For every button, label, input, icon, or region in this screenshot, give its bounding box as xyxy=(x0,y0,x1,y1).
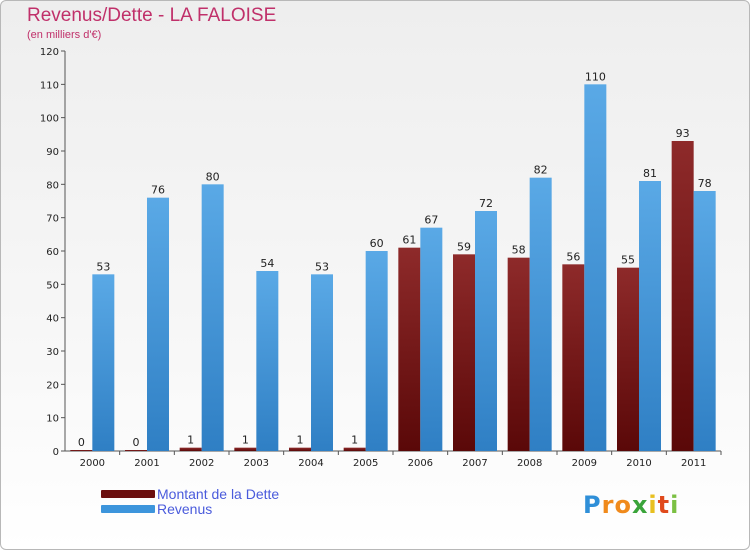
revenue-bar xyxy=(529,177,552,451)
y-tick-label: 0 xyxy=(53,447,59,458)
logo-letter: r xyxy=(601,491,615,519)
y-tick-label: 90 xyxy=(46,147,59,158)
debt-value-label: 0 xyxy=(78,436,85,449)
revenue-legend-label: Revenus xyxy=(157,501,213,517)
y-tick-label: 80 xyxy=(46,180,59,191)
revenue-bar xyxy=(693,191,716,451)
debt-bar xyxy=(234,447,257,451)
y-tick-label: 100 xyxy=(40,114,59,125)
debt-value-label: 58 xyxy=(512,244,526,257)
debt-value-label: 56 xyxy=(566,250,580,263)
revenue-bar xyxy=(311,274,333,451)
revenue-value-label: 67 xyxy=(424,214,438,227)
debt-bar xyxy=(617,267,639,451)
debt-value-label: 55 xyxy=(621,254,635,267)
x-tick-label: 2001 xyxy=(134,458,159,469)
x-tick-label: 2006 xyxy=(408,458,433,469)
y-tick-label: 60 xyxy=(46,247,59,258)
bars xyxy=(70,84,716,452)
debt-bar xyxy=(398,247,421,451)
revenue-bar xyxy=(256,271,279,451)
y-tick-label: 20 xyxy=(46,380,59,391)
logo-letter: x xyxy=(631,491,649,519)
proxiti-logo: Proxiti xyxy=(583,491,679,519)
debt-value-label: 1 xyxy=(242,434,249,447)
logo-letter: P xyxy=(583,491,602,519)
logo-letter: t xyxy=(657,491,671,519)
debt-bar xyxy=(125,450,147,451)
y-tick-label: 40 xyxy=(46,314,59,325)
revenue-swatch xyxy=(101,505,155,513)
y-tick-label: 50 xyxy=(46,280,59,291)
debt-value-label: 61 xyxy=(402,234,416,247)
revenue-bar xyxy=(147,197,169,451)
x-tick-label: 2000 xyxy=(80,458,105,469)
debt-value-label: 1 xyxy=(187,434,194,447)
x-tick-label: 2003 xyxy=(244,458,269,469)
debt-bar xyxy=(289,447,311,451)
debt-bar xyxy=(179,447,202,451)
debt-value-label: 0 xyxy=(133,436,140,449)
revenue-value-label: 72 xyxy=(479,197,493,210)
x-tick-label: 2002 xyxy=(189,458,214,469)
logo-letter: i xyxy=(670,491,680,519)
logo-letter: i xyxy=(648,491,658,519)
revenue-value-label: 110 xyxy=(585,70,606,83)
y-tick-label: 70 xyxy=(46,214,59,225)
x-tick-label: 2004 xyxy=(298,458,323,469)
revenue-value-label: 80 xyxy=(206,170,220,183)
debt-value-label: 1 xyxy=(351,434,358,447)
debt-bar xyxy=(671,141,694,451)
debt-bar xyxy=(343,447,366,451)
chart-title: Revenus/Dette - LA FALOISE xyxy=(27,5,277,26)
revenue-value-label: 81 xyxy=(643,167,657,180)
revenue-value-label: 54 xyxy=(260,257,274,270)
revenue-value-label: 53 xyxy=(315,260,329,273)
debt-value-label: 1 xyxy=(297,434,304,447)
chart-subtitle: (en milliers d'€) xyxy=(27,29,102,41)
x-tick-label: 2009 xyxy=(572,458,597,469)
y-tick-label: 30 xyxy=(46,347,59,358)
debt-bar xyxy=(562,264,585,451)
x-tick-label: 2007 xyxy=(462,458,487,469)
debt-bar xyxy=(453,254,475,451)
x-tick-label: 2011 xyxy=(681,458,706,469)
revenue-bar xyxy=(201,184,224,452)
revenue-bar xyxy=(475,211,497,451)
revenue-value-label: 76 xyxy=(151,184,165,197)
revenue-bar xyxy=(92,274,115,451)
revenue-value-label: 78 xyxy=(698,177,712,190)
revenue-bar xyxy=(420,227,443,451)
logo-letter: o xyxy=(614,491,632,519)
debt-bar xyxy=(507,257,530,451)
y-tick-label: 120 xyxy=(40,47,59,58)
revenue-value-label: 82 xyxy=(534,164,548,177)
x-tick-label: 2005 xyxy=(353,458,378,469)
x-tick-label: 2008 xyxy=(517,458,542,469)
revenue-value-label: 53 xyxy=(96,260,110,273)
revenue-bar xyxy=(365,251,388,451)
value-labels: 0 53 0 76 1 80 1 54 1 53 1 60 61 67 59 72 58 82 56 110 55 81 9… xyxy=(78,70,712,449)
revenue-bar xyxy=(584,84,607,451)
debt-value-label: 59 xyxy=(457,240,471,253)
y-tick-label: 10 xyxy=(46,414,59,425)
debt-bar xyxy=(70,450,93,451)
debt-swatch xyxy=(101,490,155,498)
x-tick-label: 2010 xyxy=(626,458,651,469)
y-tick-label: 110 xyxy=(40,80,59,91)
debt-legend-label: Montant de la Dette xyxy=(157,486,280,502)
debt-value-label: 93 xyxy=(676,127,690,140)
revenue-bar xyxy=(639,181,661,451)
revenue-value-label: 60 xyxy=(370,237,384,250)
